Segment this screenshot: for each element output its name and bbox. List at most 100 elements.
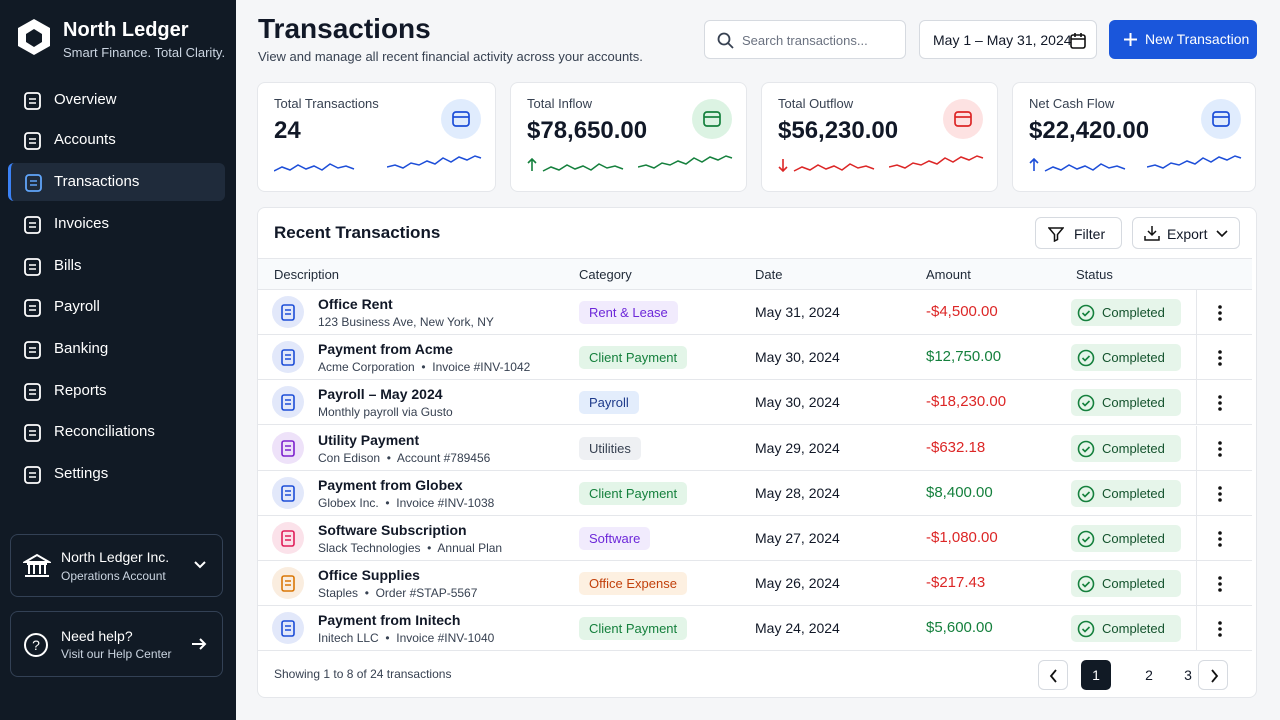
chevron-right	[1209, 669, 1219, 688]
row-icon-graphic	[272, 476, 304, 509]
nav-icon	[23, 423, 43, 448]
nav-label: Bills	[54, 257, 82, 274]
sparkline-graphic	[1146, 155, 1242, 169]
logo	[18, 19, 50, 55]
stat-icon-graphic	[1201, 99, 1241, 139]
table-row[interactable]: Office Supplies Staples • Order #STAP-556…	[258, 561, 1252, 607]
table-row[interactable]: Office Rent 123 Business Ave, New York, N…	[258, 290, 1252, 335]
sparkline	[778, 155, 878, 180]
table-row[interactable]: Software Subscription Slack Technologies …	[258, 516, 1252, 561]
calendar-icon	[1070, 33, 1086, 49]
help-card[interactable]: ? Need help? Visit our Help Center	[10, 611, 223, 677]
nav-item[interactable]: Banking	[8, 330, 225, 368]
page-button[interactable]: 3	[1184, 667, 1192, 683]
nav-icon-graphic	[24, 92, 41, 110]
date: May 30, 2024	[755, 394, 840, 411]
row-icon	[272, 386, 304, 423]
date-range[interactable]: May 1 – May 31, 2024	[919, 20, 1097, 59]
nav-item[interactable]: Reconciliations	[8, 413, 225, 451]
export-button[interactable]: Export	[1132, 217, 1240, 249]
category-tag: Client Payment	[579, 346, 688, 370]
nav-item[interactable]: Reports	[8, 372, 225, 410]
column-header: Status	[1076, 267, 1113, 282]
row-icon	[272, 431, 304, 469]
help-title: Need help?	[61, 628, 133, 644]
detail: Con Edison • Account #789456	[318, 450, 491, 465]
search-placeholder: Search transactions...	[742, 33, 868, 48]
date: May 30, 2024	[755, 349, 840, 366]
filter-button[interactable]: Filter	[1035, 217, 1122, 249]
amount: $5,600.00	[926, 619, 993, 637]
check-icon-graphic	[1077, 440, 1095, 457]
divider	[1196, 470, 1197, 516]
check-icon-graphic	[1077, 530, 1095, 548]
row-icon	[272, 296, 304, 333]
row-icon	[272, 612, 304, 649]
sparkline	[527, 155, 627, 180]
nav-label: Settings	[54, 465, 109, 482]
nav-label: Reconciliations	[54, 423, 155, 440]
check-icon	[1077, 575, 1095, 598]
column-header: Category	[579, 267, 632, 282]
check-icon	[1077, 620, 1095, 643]
table-row[interactable]: Payroll – May 2024 Monthly payroll via Gu…	[258, 380, 1252, 426]
table-header	[258, 258, 1252, 290]
check-icon-graphic	[1077, 485, 1095, 503]
next-page[interactable]	[1198, 660, 1228, 690]
nav-label: Payroll	[54, 298, 100, 315]
detail: Globex Inc. • Invoice #INV-1038	[318, 495, 495, 510]
status-label: Completed	[1102, 531, 1165, 546]
nav-icon-graphic	[24, 466, 41, 484]
page-button[interactable]: 2	[1145, 667, 1153, 683]
status-badge: Completed	[1071, 434, 1181, 463]
row-menu	[1217, 620, 1223, 643]
check-icon	[1077, 349, 1095, 372]
row-icon-graphic	[272, 341, 304, 374]
new-transaction-label: New Transaction	[1145, 31, 1250, 47]
row-menu-graphic	[1218, 621, 1222, 638]
row-menu-graphic	[1218, 531, 1222, 547]
nav-item[interactable]: Invoices	[8, 205, 225, 243]
nav-item[interactable]: Transactions	[8, 163, 225, 201]
sparkline	[1029, 155, 1129, 180]
nav-icon-graphic	[24, 299, 41, 317]
nav-item[interactable]: Payroll	[8, 288, 225, 326]
nav-item[interactable]: Accounts	[8, 121, 225, 159]
row-menu-graphic	[1218, 576, 1222, 592]
category-tag: Client Payment	[579, 617, 688, 641]
status-label: Completed	[1102, 395, 1165, 411]
nav-item[interactable]: Bills	[8, 247, 225, 285]
amount: $12,750.00	[926, 348, 1002, 366]
row-menu	[1217, 349, 1223, 372]
new-transaction-button[interactable]: New Transaction	[1109, 20, 1257, 59]
stat-icon-graphic	[441, 99, 481, 139]
check-icon	[1077, 440, 1095, 463]
detail: 123 Business Ave, New York, NY	[318, 315, 494, 329]
stat-value: $78,650.00	[527, 117, 648, 144]
row-menu	[1217, 485, 1223, 508]
prev-page[interactable]	[1038, 660, 1068, 690]
row-icon	[272, 341, 304, 378]
stat-card: Total Transactions 24	[257, 82, 496, 192]
stat-icon-graphic	[943, 99, 983, 139]
account-switcher[interactable]: North Ledger Inc. Operations Account	[10, 534, 223, 597]
row-icon	[272, 567, 304, 604]
page-button[interactable]: 1	[1081, 660, 1111, 690]
status-badge: Completed	[1071, 615, 1181, 643]
check-icon-graphic	[1077, 575, 1095, 593]
table-row[interactable]: Payment from Globex Globex Inc. • Invoice…	[258, 470, 1252, 516]
table-row[interactable]: Utility Payment Con Edison • Account #789…	[258, 425, 1252, 471]
nav-icon	[23, 340, 43, 365]
nav-item[interactable]: Overview	[8, 81, 225, 119]
stat-icon	[943, 99, 983, 144]
date: May 29, 2024	[755, 439, 840, 456]
row-menu-graphic	[1218, 305, 1222, 321]
filter-label: Filter	[1074, 226, 1106, 242]
search-box[interactable]: Search transactions...	[704, 20, 906, 59]
nav-icon	[23, 465, 43, 490]
table-row[interactable]: Payment from Initech Initech LLC • Invoic…	[258, 606, 1252, 652]
svg-text:?: ?	[32, 637, 40, 653]
nav-item[interactable]: Settings	[8, 455, 225, 493]
table-row[interactable]: Payment from Acme Acme Corporation • Invo…	[258, 335, 1252, 381]
sparkline-graphic	[1029, 157, 1126, 172]
